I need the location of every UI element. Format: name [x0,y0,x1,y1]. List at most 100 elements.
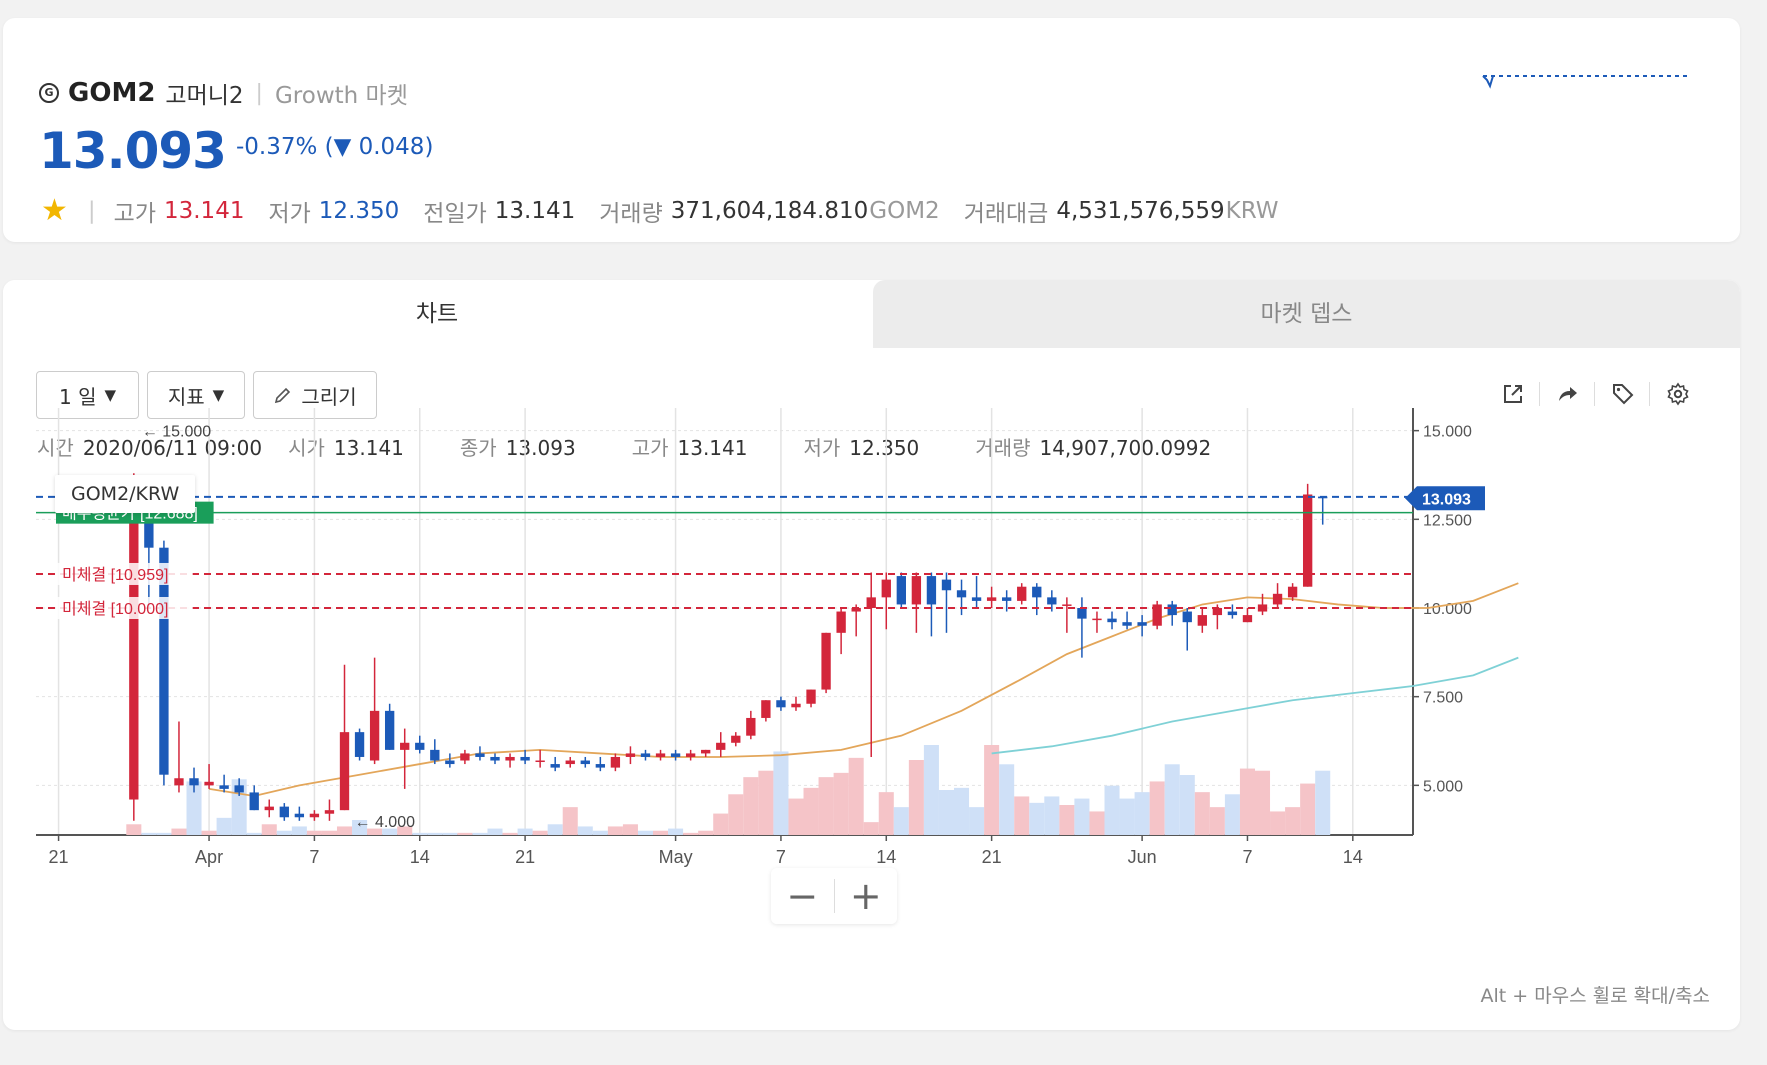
volume-bar [1194,792,1210,835]
volume-bar [1239,768,1255,835]
candle-body [550,764,560,768]
share-icon[interactable] [1552,378,1584,410]
volume-bar [201,830,217,835]
external-link-icon[interactable] [1497,378,1529,410]
volume-bar [442,832,458,835]
candle-body [971,597,982,601]
zoom-controls: − + [771,868,897,924]
tab-chart[interactable]: 차트 [3,280,871,348]
candle-body [264,806,274,811]
candle-body [430,749,440,761]
candle-body [941,579,952,591]
volume-bar [1104,785,1120,835]
volume-bar [141,832,157,835]
draw-button[interactable]: 그리기 [253,371,377,419]
candle-body [685,753,696,757]
volume-bar [938,790,954,835]
volume-bar [246,832,262,835]
price-chart[interactable]: 21 Apr 7 14 21 May 7 14 21 Jun 7 14 15.000 12.500 10.0… [3,280,1740,1030]
volume-bar [367,828,383,835]
price-change: -0.37% (▼ 0.048) [235,134,434,160]
x-tick-label: 21 [49,847,69,867]
volume-bar [276,830,292,835]
volume-bar [1209,807,1225,835]
x-tick-label: 7 [776,847,786,867]
volume-bar [1044,796,1060,835]
candle-body [1002,597,1012,601]
tab-market-depth[interactable]: 마켓 뎁스 [873,280,1740,348]
x-tick-label: 21 [515,847,535,867]
x-tick-label: Apr [195,847,223,867]
volume-bar [984,745,1000,835]
prev-close-label: 전일가 [423,201,487,227]
volume-bar [1285,807,1301,835]
order-price-label-bg [56,596,193,619]
pair-label: GOM2/KRW [55,475,196,513]
caret-down-icon: ▼ [212,386,225,404]
zoom-divider [833,879,835,913]
candle-body [1272,593,1283,605]
amount-unit: KRW [1225,198,1279,224]
volume-bar [547,824,563,835]
volume-bar [216,817,232,835]
price-line: 13.093 -0.37% (▼ 0.048) [39,122,433,180]
candle-body [836,611,846,633]
zoom-in-button[interactable]: + [849,874,882,918]
candle-body [670,753,681,757]
candle-body [1227,611,1238,616]
candle-body [956,590,967,598]
candle-body [926,576,937,605]
volume-bar [502,832,518,835]
volume-bar [637,830,654,835]
open-label: 시가 [288,436,325,460]
volume-bar [818,777,834,835]
coin-name: 고머니2 [165,83,244,109]
candle-body [791,703,801,708]
volume-bar [382,828,398,835]
candle-body [776,700,786,708]
icon-divider [1539,382,1540,406]
volume-bar [803,787,819,835]
period-label: 1 일 [58,384,97,409]
order-price-label: 미체결 [10.959] [62,566,168,584]
x-tick-label: 14 [410,847,430,867]
ohlc-volume-label: 거래량 [975,436,1031,460]
high-value: 13.141 [163,198,245,224]
volume-bar [457,832,473,835]
volume-bar [171,828,187,835]
candle-body [339,732,350,811]
tag-icon[interactable] [1607,378,1639,410]
icon-divider [1649,382,1650,406]
volume-bar [1074,798,1090,835]
ohlc-high-value: 13.141 [677,436,748,460]
volume-label: 거래량 [599,201,663,227]
volume-bar [562,807,578,835]
last-price-label: 13.093 [1422,491,1471,508]
settings-icon[interactable] [1662,378,1694,410]
candle-body [324,810,335,814]
candle-body [821,632,831,690]
y-tick-label: 15.000 [1423,424,1472,441]
zoom-out-button[interactable]: − [786,874,819,918]
volume-bar [999,764,1015,835]
candle-body [1032,586,1042,598]
period-select-button[interactable]: 1 일 ▼ [36,371,139,419]
x-tick-label: 14 [876,847,896,867]
candle-body [881,579,891,598]
indicators-button[interactable]: 지표 ▼ [147,371,245,419]
candle-body [701,749,711,754]
favorite-star-icon[interactable]: ★ [41,193,68,228]
ohlc-readout: 시간 2020/06/11 09:00 시가 13.141 종가 13.093 고가 1… [37,432,1237,461]
volume-bar [126,824,142,835]
volume-bar [517,828,533,835]
volume-bar [954,787,970,835]
x-tick-label: 21 [982,847,1002,867]
candle-body [490,756,500,761]
candle-body [505,756,515,761]
x-tick-label: Jun [1128,847,1157,867]
volume-bar [186,781,202,835]
volume-bar [336,826,353,835]
high-label: 고가 [113,201,156,227]
candle-body [731,735,741,743]
volume-bar [848,757,864,835]
